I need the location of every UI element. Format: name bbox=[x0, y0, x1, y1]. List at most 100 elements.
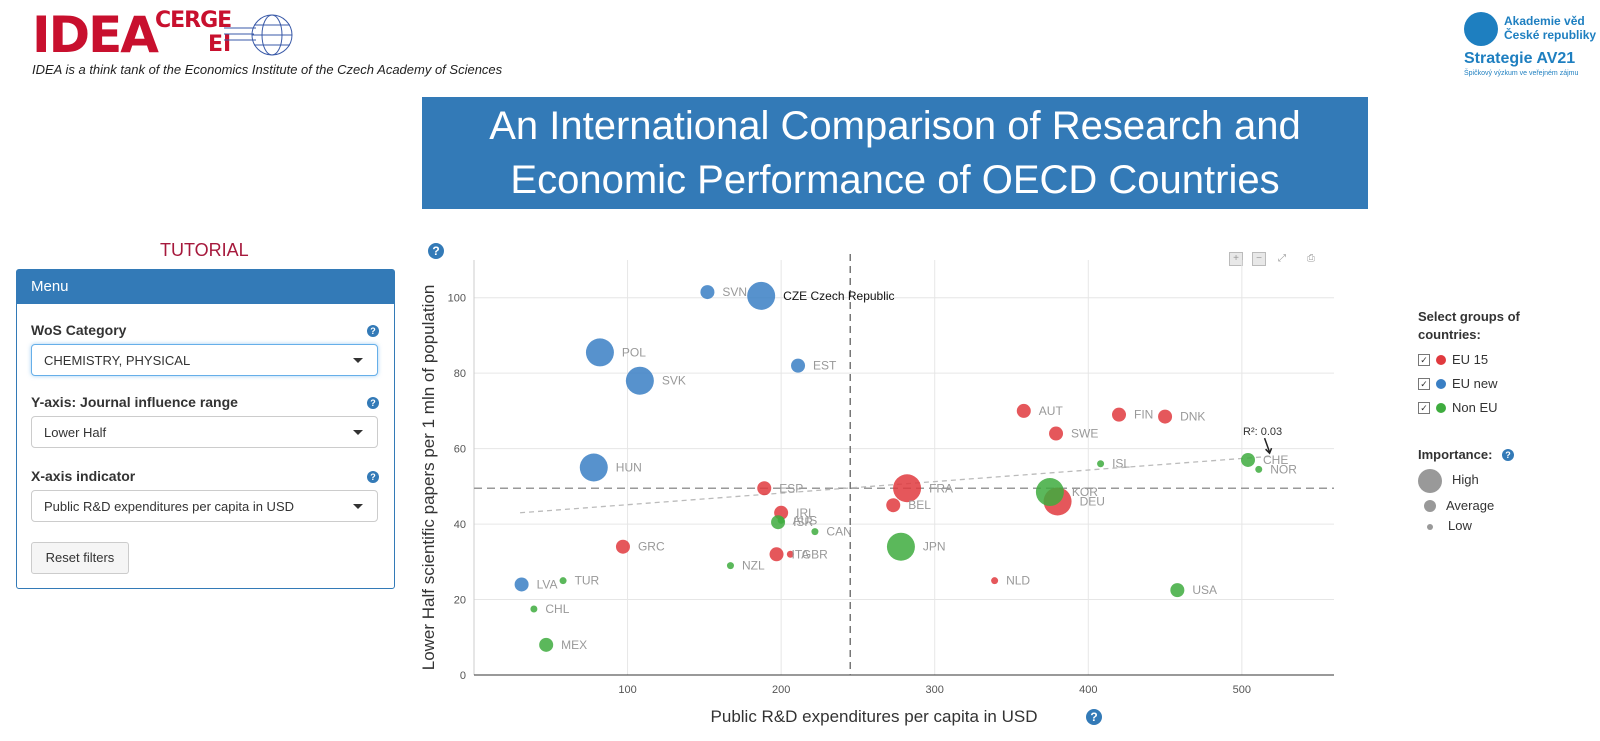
y-axis-select[interactable]: Lower Half bbox=[31, 416, 378, 448]
point-label-swe: SWE bbox=[1071, 427, 1098, 441]
reset-filters-button[interactable]: Reset filters bbox=[31, 542, 129, 574]
point-svk[interactable] bbox=[625, 366, 654, 395]
point-label-can: CAN bbox=[826, 525, 851, 539]
zoom-in-icon[interactable]: + bbox=[1229, 252, 1243, 266]
y-tick-label: 40 bbox=[454, 519, 466, 531]
point-est[interactable] bbox=[791, 358, 806, 373]
point-label-pol: POL bbox=[622, 345, 646, 359]
point-isl[interactable] bbox=[1097, 460, 1105, 468]
point-nzl[interactable] bbox=[726, 562, 734, 570]
point-usa[interactable] bbox=[1170, 583, 1185, 598]
point-che[interactable] bbox=[1241, 452, 1255, 467]
point-fra[interactable] bbox=[893, 474, 922, 503]
eu-new-dot-icon bbox=[1436, 379, 1446, 389]
wos-help-icon[interactable]: ? bbox=[367, 325, 379, 337]
wos-category-select[interactable]: CHEMISTRY, PHYSICAL bbox=[31, 344, 378, 376]
page-title-banner: An International Comparison of Research … bbox=[422, 97, 1368, 209]
y-tick-label: 80 bbox=[454, 368, 466, 380]
page-title: An International Comparison of Research … bbox=[489, 104, 1301, 202]
x-axis-select[interactable]: Public R&D expenditures per capita in US… bbox=[31, 490, 378, 522]
average-size-icon bbox=[1424, 500, 1436, 512]
wos-category-label: WoS Category bbox=[31, 322, 127, 338]
checkbox-eu15[interactable]: ✓ bbox=[1418, 354, 1430, 366]
point-chl[interactable] bbox=[530, 605, 538, 613]
point-dnk[interactable] bbox=[1158, 409, 1173, 424]
x-axis-title: Public R&D expenditures per capita in US… bbox=[711, 707, 1038, 726]
chevron-down-icon bbox=[353, 430, 363, 435]
importance-average-label: Average bbox=[1446, 498, 1495, 513]
wos-category-value: CHEMISTRY, PHYSICAL bbox=[44, 353, 191, 368]
point-grc[interactable] bbox=[615, 539, 630, 554]
point-nor[interactable] bbox=[1255, 465, 1263, 473]
point-bel[interactable] bbox=[886, 498, 901, 513]
point-cze[interactable] bbox=[747, 281, 776, 310]
x-axis-help-icon[interactable]: ? bbox=[367, 471, 379, 483]
point-label-grc: GRC bbox=[638, 540, 665, 554]
point-tur[interactable] bbox=[559, 577, 567, 585]
y-axis-label: Y-axis: Journal influence range bbox=[31, 394, 238, 410]
point-mex[interactable] bbox=[539, 637, 554, 652]
chevron-down-icon bbox=[353, 504, 363, 509]
point-label-lva: LVA bbox=[537, 577, 558, 591]
tagline: IDEA is a think tank of the Economics In… bbox=[32, 62, 503, 77]
point-ita[interactable] bbox=[769, 547, 784, 562]
point-kor[interactable] bbox=[1035, 478, 1064, 507]
chevron-down-icon bbox=[353, 358, 363, 363]
point-fin[interactable] bbox=[1112, 407, 1126, 422]
x-axis-title-help-icon[interactable]: ? bbox=[1086, 709, 1102, 725]
point-jpn[interactable] bbox=[886, 532, 915, 561]
point-label-nzl: NZL bbox=[742, 559, 765, 573]
point-label-isr: ISR bbox=[793, 515, 813, 529]
logo-ei-text: EI bbox=[208, 32, 232, 57]
point-can[interactable] bbox=[811, 528, 819, 536]
y-axis-help-icon[interactable]: ? bbox=[367, 397, 379, 409]
point-label-che: CHE bbox=[1263, 453, 1288, 467]
point-label-mex: MEX bbox=[561, 638, 587, 652]
point-hun[interactable] bbox=[579, 453, 608, 482]
high-size-icon bbox=[1418, 469, 1442, 493]
legend-groups-title: Select groups of countries: bbox=[1418, 309, 1520, 342]
point-label-aut: AUT bbox=[1039, 404, 1064, 418]
point-esp[interactable] bbox=[757, 481, 772, 496]
logo-cerge-text: CERGE bbox=[155, 8, 232, 33]
point-label-aus: AUS bbox=[793, 513, 818, 527]
point-swe[interactable] bbox=[1049, 426, 1064, 441]
av-subtitle: Špičkový výzkum ve veřejném zájmu bbox=[1464, 70, 1579, 77]
chart-help-icon[interactable]: ? bbox=[428, 243, 444, 259]
tutorial-link[interactable]: TUTORIAL bbox=[160, 240, 249, 260]
importance-low-label: Low bbox=[1448, 518, 1472, 533]
x-axis-label: X-axis indicator bbox=[31, 468, 136, 484]
export-pdf-icon[interactable]: ⎙ bbox=[1304, 252, 1318, 266]
checkbox-non-eu[interactable]: ✓ bbox=[1418, 402, 1430, 414]
zoom-out-icon[interactable]: − bbox=[1252, 252, 1266, 266]
point-aut[interactable] bbox=[1016, 403, 1031, 418]
checkbox-eu-new[interactable]: ✓ bbox=[1418, 378, 1430, 390]
reset-zoom-icon[interactable]: ⤢ bbox=[1275, 252, 1289, 266]
point-lva[interactable] bbox=[514, 577, 529, 592]
av21-logo[interactable]: Akademie věd České republiky Strategie A… bbox=[1464, 10, 1597, 80]
point-label-svk: SVK bbox=[662, 374, 686, 388]
point-label-dnk: DNK bbox=[1180, 410, 1205, 424]
x-axis-value: Public R&D expenditures per capita in US… bbox=[44, 499, 295, 514]
point-pol[interactable] bbox=[585, 338, 614, 367]
point-svn[interactable] bbox=[700, 285, 715, 300]
importance-help-icon[interactable]: ? bbox=[1502, 449, 1514, 461]
x-tick-label: 500 bbox=[1233, 684, 1251, 696]
point-label-nld: NLD bbox=[1006, 574, 1030, 588]
point-label-isl: ISL bbox=[1112, 457, 1130, 471]
point-label-cze: CZE Czech Republic bbox=[783, 289, 894, 303]
y-tick-label: 100 bbox=[448, 293, 466, 305]
point-label-ita: ITA bbox=[792, 547, 810, 561]
y-axis-value: Lower Half bbox=[44, 425, 107, 440]
legend-label-eu15: EU 15 bbox=[1452, 352, 1489, 367]
av-name-line2: České republiky bbox=[1504, 28, 1597, 42]
r-squared-label: R²: 0.03 bbox=[1243, 426, 1282, 438]
point-label-hun: HUN bbox=[616, 461, 642, 475]
point-label-kor: KOR bbox=[1072, 485, 1098, 499]
point-label-gbr: GBR bbox=[802, 547, 828, 561]
point-gbr[interactable] bbox=[786, 550, 794, 558]
point-isr[interactable] bbox=[771, 515, 786, 530]
point-nld[interactable] bbox=[991, 577, 999, 585]
importance-title: Importance: bbox=[1418, 447, 1493, 462]
x-tick-label: 400 bbox=[1079, 684, 1097, 696]
